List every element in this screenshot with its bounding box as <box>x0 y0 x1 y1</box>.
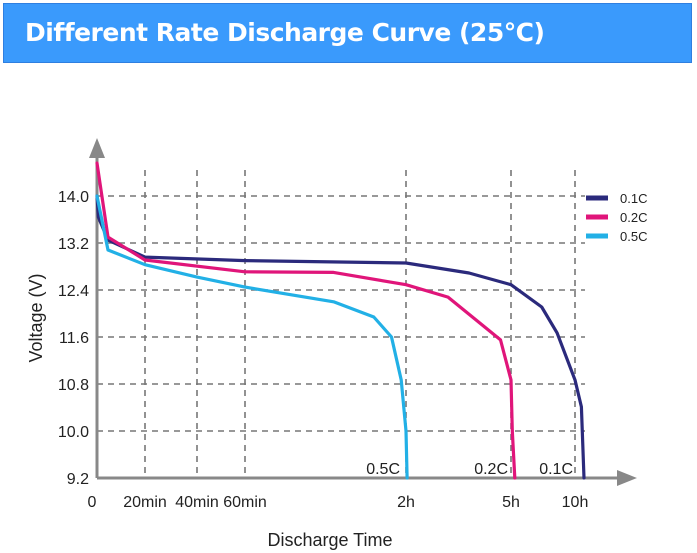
y-tick-label: 10.0 <box>58 424 89 441</box>
y-tick-label: 10.8 <box>58 377 89 394</box>
y-tick-label: 14.0 <box>58 189 89 206</box>
x-tick-label: 20min <box>123 494 167 511</box>
x-tick-label: 60min <box>223 494 267 511</box>
curve-end-labels: 0.1C 0.2C 0.5C <box>366 461 573 478</box>
legend: 0.1C 0.2C 0.5C <box>586 191 647 244</box>
legend-label: 0.2C <box>620 210 647 225</box>
title-banner: Different Rate Discharge Curve (25℃) <box>3 3 692 63</box>
curve-end-label: 0.1C <box>539 461 573 478</box>
series-line-0.5C <box>95 194 409 480</box>
legend-label: 0.1C <box>620 191 647 206</box>
curves <box>95 161 586 480</box>
page-title: Different Rate Discharge Curve (25℃) <box>25 18 545 47</box>
y-tick-label: 11.6 <box>59 330 89 347</box>
y-tick-label: 13.2 <box>58 236 89 253</box>
curve-end-label: 0.5C <box>366 461 400 478</box>
x-tick-label: 2h <box>397 494 415 511</box>
x-axis-label: Discharge Time <box>267 530 392 550</box>
x-axis-arrow <box>617 470 637 486</box>
series-line-0.1C <box>95 194 586 480</box>
tick-labels: 14.0 13.2 12.4 11.6 10.8 10.0 9.2 0 20min 40min 60… <box>58 189 588 511</box>
curve-end-label: 0.2C <box>474 461 508 478</box>
legend-label: 0.5C <box>620 229 647 244</box>
y-axis-label: Voltage (V) <box>26 273 46 362</box>
x-tick-label: 40min <box>175 494 219 511</box>
x-tick-label: 10h <box>562 494 589 511</box>
y-tick-label: 12.4 <box>58 283 89 300</box>
x-tick-label: 0 <box>88 494 97 511</box>
x-tick-label: 5h <box>502 494 520 511</box>
series-line-0.2C <box>95 161 517 480</box>
y-tick-label: 9.2 <box>67 471 89 488</box>
y-axis-arrow <box>89 138 105 158</box>
